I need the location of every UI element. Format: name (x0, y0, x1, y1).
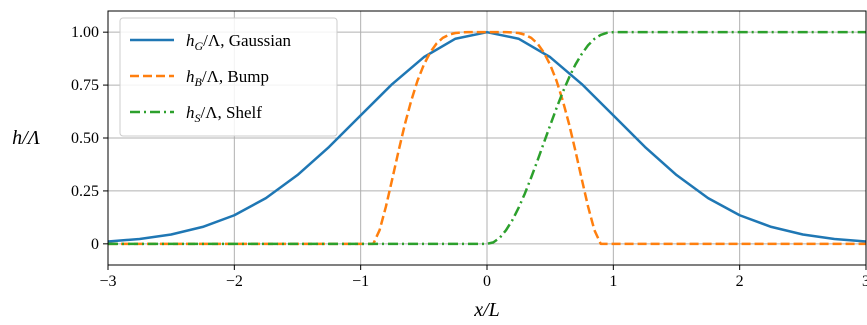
x-tick-label: 1 (609, 273, 617, 290)
x-tick-label: −3 (99, 273, 116, 290)
y-tick-label: 0.75 (71, 77, 99, 94)
series-line-g (107, 30, 867, 243)
x-tick-label: 2 (736, 273, 744, 290)
x-tick-label: −2 (226, 273, 243, 290)
x-tick-label: 3 (862, 273, 867, 290)
x-tick-label: −1 (352, 273, 369, 290)
y-tick-label: 0.50 (71, 130, 99, 147)
y-tick-label: 0.25 (71, 183, 99, 200)
plot-lines (107, 30, 867, 246)
x-axis-label: x/L (473, 299, 500, 321)
y-tick-label: 1.00 (71, 24, 99, 41)
legend: hG/Λ, Gaussian hB/Λ, Bump hS/Λ, Shelf (119, 17, 338, 137)
y-axis-label: h/Λ (12, 127, 40, 149)
legend-entry-label: hS/Λ, Shelf (186, 103, 262, 125)
y-tick-label: 0 (91, 236, 99, 253)
legend-box (119, 17, 338, 137)
series-line-b (108, 30, 866, 246)
legend-entry-label: hG/Λ, Gaussian (186, 31, 292, 53)
x-axis-ticks: −3 −2 −1 0 1 2 3 (99, 265, 867, 290)
legend-entry-label: hB/Λ, Bump (186, 67, 269, 89)
x-tick-label: 0 (483, 273, 491, 290)
y-axis-ticks: 0 0.25 0.50 0.75 1.00 (71, 24, 108, 253)
